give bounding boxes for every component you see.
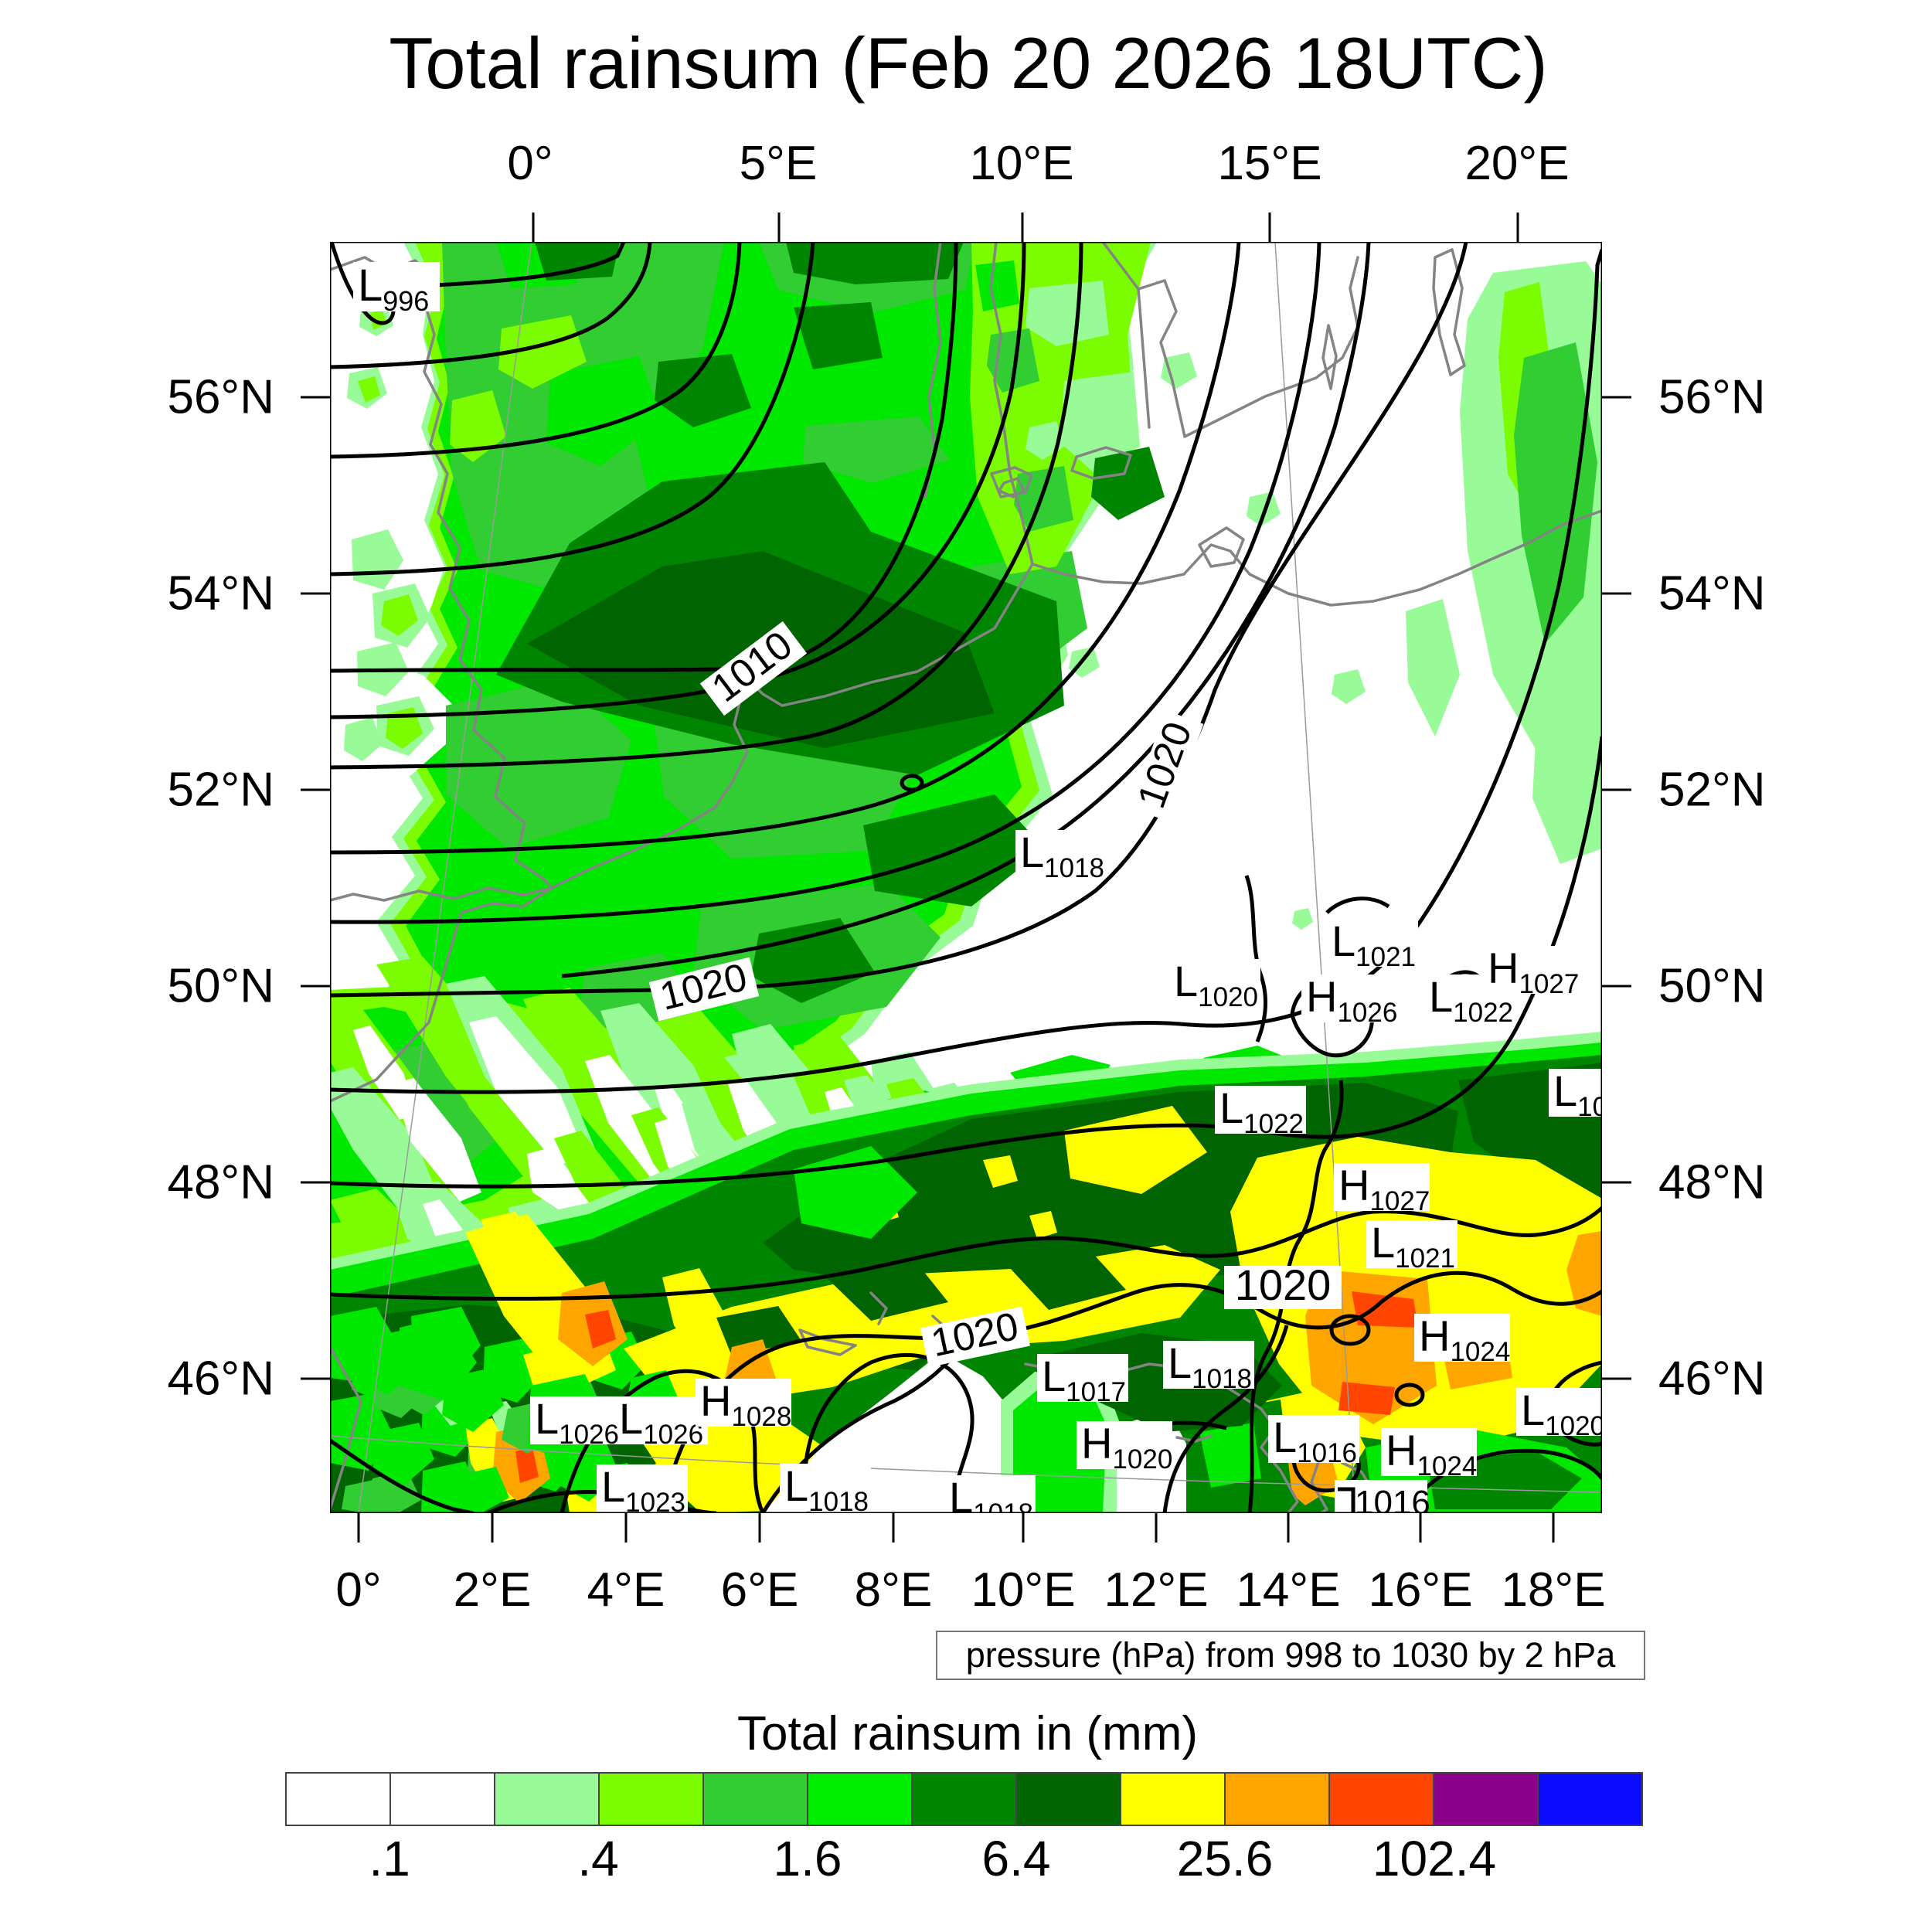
svg-text:L1017: L1017 xyxy=(1042,1352,1126,1407)
svg-text:H1024: H1024 xyxy=(1419,1311,1510,1367)
svg-text:L1016: L1016 xyxy=(1273,1413,1357,1468)
svg-text:L996: L996 xyxy=(358,260,429,317)
svg-text:L1020: L1020 xyxy=(1521,1386,1602,1441)
svg-text:L1023: L1023 xyxy=(601,1462,685,1513)
svg-text:H1027: H1027 xyxy=(1338,1161,1430,1216)
svg-text:1016: 1016 xyxy=(1355,1484,1430,1513)
svg-text:1020: 1020 xyxy=(1235,1260,1332,1309)
